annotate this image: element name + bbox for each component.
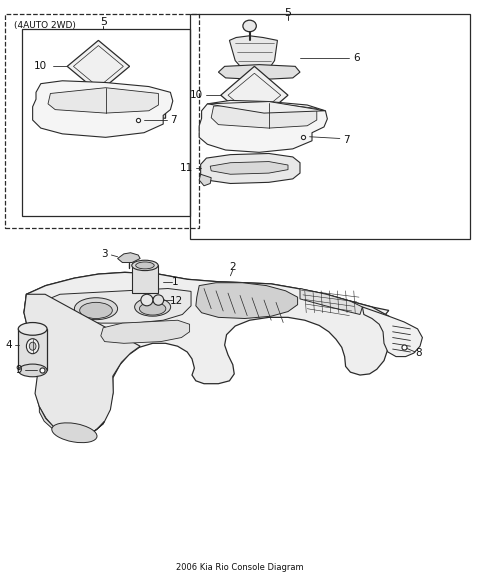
Polygon shape	[33, 81, 173, 137]
Ellipse shape	[29, 342, 36, 350]
Ellipse shape	[26, 339, 39, 354]
Polygon shape	[42, 288, 191, 323]
Text: 1: 1	[172, 276, 179, 287]
Polygon shape	[101, 320, 190, 343]
Polygon shape	[207, 102, 325, 113]
Ellipse shape	[80, 302, 112, 319]
Polygon shape	[201, 153, 300, 183]
Polygon shape	[199, 174, 211, 186]
Text: 7: 7	[170, 115, 177, 125]
Ellipse shape	[153, 295, 164, 305]
Ellipse shape	[52, 423, 97, 443]
Ellipse shape	[243, 20, 256, 32]
Text: (4AUTO 2WD): (4AUTO 2WD)	[14, 21, 76, 31]
Ellipse shape	[140, 302, 166, 315]
Bar	[190, 14, 470, 239]
Polygon shape	[84, 92, 166, 118]
Text: 9: 9	[15, 365, 22, 376]
Text: 5: 5	[100, 17, 107, 27]
Polygon shape	[221, 66, 288, 124]
Text: 6: 6	[353, 53, 360, 63]
Text: 2006 Kia Rio Console Diagram: 2006 Kia Rio Console Diagram	[176, 563, 304, 572]
Polygon shape	[39, 407, 105, 436]
Polygon shape	[229, 36, 277, 75]
Polygon shape	[48, 88, 158, 113]
Polygon shape	[118, 253, 140, 263]
Polygon shape	[46, 92, 84, 118]
Ellipse shape	[18, 323, 47, 335]
Bar	[22, 29, 190, 216]
Polygon shape	[362, 307, 422, 357]
Polygon shape	[67, 40, 130, 92]
Polygon shape	[46, 92, 166, 104]
Polygon shape	[24, 272, 389, 316]
Text: 2: 2	[229, 261, 236, 272]
Text: 10: 10	[190, 90, 204, 100]
Bar	[5, 14, 199, 228]
Ellipse shape	[141, 294, 153, 306]
Text: 5: 5	[285, 8, 291, 18]
Polygon shape	[24, 272, 389, 436]
Text: 10: 10	[34, 61, 48, 72]
Ellipse shape	[134, 298, 171, 316]
Polygon shape	[132, 265, 158, 293]
Text: 8: 8	[415, 348, 422, 358]
Text: 4: 4	[5, 340, 12, 350]
Polygon shape	[218, 65, 300, 80]
Text: 7: 7	[343, 134, 350, 145]
Polygon shape	[211, 103, 317, 128]
Text: 12: 12	[170, 296, 183, 306]
Polygon shape	[18, 329, 47, 370]
Polygon shape	[196, 283, 298, 319]
Polygon shape	[300, 288, 362, 314]
Polygon shape	[210, 162, 288, 174]
Polygon shape	[24, 294, 140, 436]
Ellipse shape	[132, 260, 158, 271]
Ellipse shape	[74, 298, 118, 320]
Ellipse shape	[18, 364, 47, 377]
Polygon shape	[199, 100, 327, 152]
Text: 11: 11	[180, 163, 193, 174]
Ellipse shape	[136, 262, 154, 269]
Text: 3: 3	[101, 249, 108, 259]
